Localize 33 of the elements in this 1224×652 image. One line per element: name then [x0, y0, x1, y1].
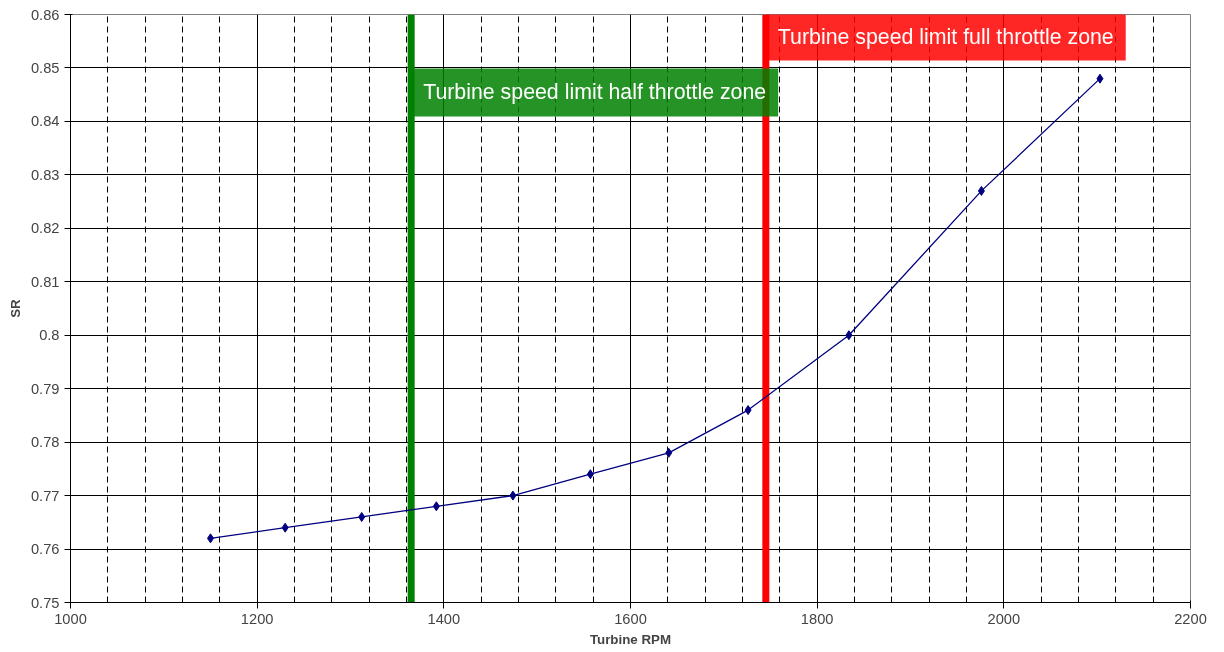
x-tick-label: 1200 — [240, 610, 274, 627]
x-tick-label: 1600 — [614, 610, 647, 627]
point — [586, 469, 594, 480]
point — [977, 185, 985, 196]
x-tick-label: 1400 — [427, 610, 461, 627]
y-tick-label: 0.82 — [30, 220, 60, 237]
y-axis-title: SR — [7, 298, 23, 318]
point — [665, 447, 673, 458]
y-tick-label: 0.85 — [30, 59, 60, 76]
point — [1096, 73, 1104, 84]
y-tick-label: 0.86 — [30, 6, 60, 23]
x-tick-label: 1000 — [54, 610, 87, 627]
x-tick-label: 2200 — [1174, 610, 1207, 627]
ref-line-label: Turbine speed limit full throttle zone — [777, 24, 1114, 49]
ref-line-label: Turbine speed limit half throttle zone — [423, 80, 767, 105]
y-tick-label: 0.79 — [30, 380, 60, 397]
y-tick-label: 0.77 — [30, 487, 60, 504]
y-tick-label: 0.75 — [30, 594, 60, 611]
y-tick-label: 0.78 — [30, 434, 60, 451]
y-tick-label: 0.76 — [30, 541, 60, 558]
x-tick-label: 1800 — [800, 610, 834, 627]
point — [432, 501, 440, 512]
y-tick-label: 0.83 — [30, 166, 60, 183]
point — [509, 490, 517, 501]
point — [281, 522, 289, 533]
x-tick-label: 2000 — [987, 610, 1021, 627]
y-tick-label: 0.81 — [30, 273, 60, 290]
y-tick-label: 0.84 — [30, 113, 60, 130]
y-tick-label: 0.8 — [39, 327, 60, 344]
point — [358, 511, 366, 522]
point — [744, 405, 752, 416]
point — [845, 330, 853, 341]
x-axis-title: Turbine RPM — [589, 631, 672, 647]
